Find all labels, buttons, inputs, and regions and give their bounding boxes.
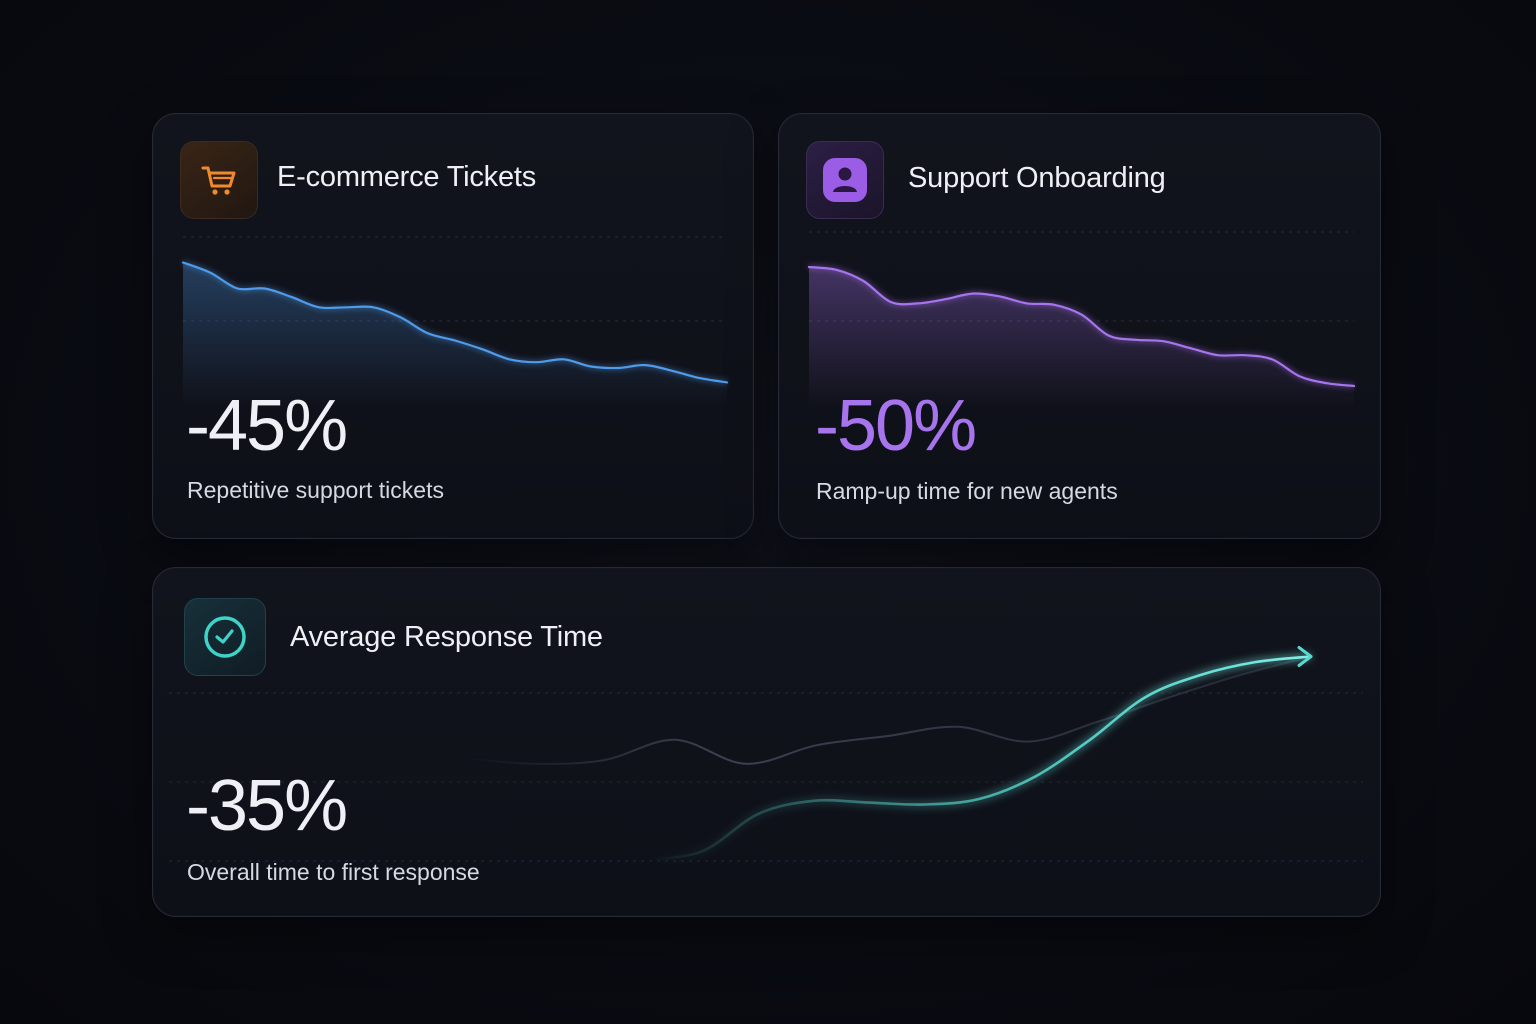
card-title: E-commerce Tickets: [277, 161, 537, 193]
metric-caption: Overall time to first response: [187, 859, 480, 885]
card-title: Average Response Time: [290, 621, 603, 653]
shopping-cart-icon-tile: [180, 141, 258, 219]
series-line-glow: [808, 265, 1355, 388]
series-line-glow: [182, 260, 728, 385]
metric-caption: Ramp-up time for new agents: [816, 478, 1118, 504]
ecommerce-tickets-card: E-commerce Tickets -45% Repetitive suppo…: [152, 113, 754, 539]
series-line: [181, 261, 729, 384]
support-onboarding-card: Support Onboarding -50% Ramp-up time for…: [778, 113, 1381, 539]
current-series-line: [646, 655, 1313, 862]
shopping-cart-icon: [201, 166, 236, 195]
user-badge-icon: [823, 158, 867, 202]
clock-check-icon-tile: [184, 598, 266, 676]
average-response-time-card: Average Response Time -35% Overall time …: [152, 567, 1381, 917]
current-series-line-glow: [647, 653, 1312, 863]
metric-value: -45%: [186, 386, 348, 466]
series-line: [807, 265, 1356, 388]
user-badge-icon-tile: [806, 141, 884, 219]
metric-caption: Repetitive support tickets: [187, 477, 444, 503]
metric-value: -35%: [186, 766, 348, 846]
previous-series-line: [462, 655, 1312, 765]
card-title: Support Onboarding: [908, 162, 1166, 194]
metric-value: -50%: [815, 386, 977, 466]
trend-arrow-head: [1297, 646, 1313, 667]
clock-check-icon: [204, 616, 246, 658]
